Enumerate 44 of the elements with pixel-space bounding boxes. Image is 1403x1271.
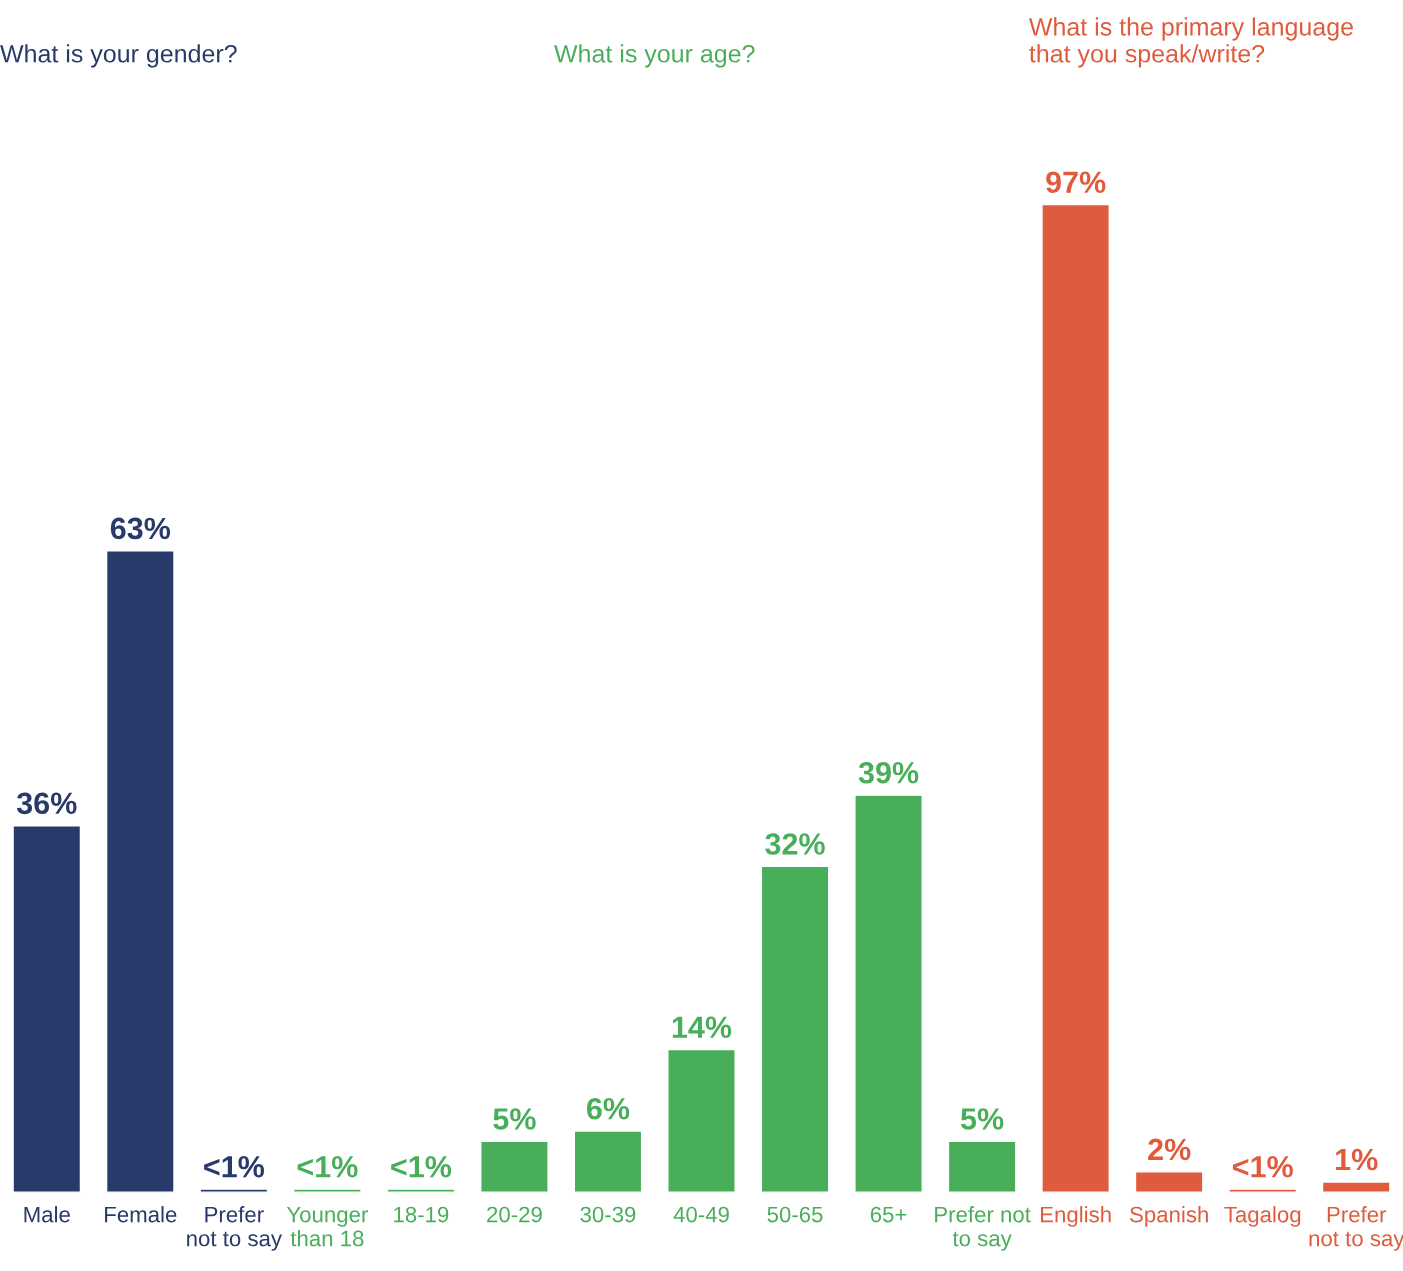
bar <box>760 865 830 1193</box>
chart-title: What is your age? <box>554 44 755 68</box>
bar <box>1321 1181 1391 1193</box>
bar <box>480 1140 549 1193</box>
data-label: 32% <box>765 833 825 855</box>
x-tick-label: 20-29 <box>487 1206 542 1223</box>
data-label: <1% <box>204 1155 265 1178</box>
x-tick-label: Prefer not to say <box>187 1206 282 1251</box>
data-label: <1% <box>391 1155 452 1178</box>
bar <box>667 1048 736 1193</box>
data-label: 14% <box>672 1016 732 1039</box>
x-tick-label: Spanish <box>1130 1206 1208 1227</box>
data-label: 5% <box>960 1108 1004 1130</box>
x-tick-label: 50-65 <box>767 1206 823 1223</box>
chart-title: What is your gender? <box>0 44 237 68</box>
bar <box>1041 203 1111 1193</box>
x-tick-label: Prefer not to say <box>935 1206 1031 1251</box>
bar <box>1134 1171 1204 1193</box>
x-tick-label: 65+ <box>870 1206 907 1223</box>
data-label: <1% <box>1232 1155 1293 1178</box>
x-tick-label: Female <box>105 1206 177 1223</box>
bar <box>1228 1188 1298 1193</box>
x-tick-label: English <box>1041 1206 1111 1227</box>
data-label: <1% <box>297 1155 358 1178</box>
bar <box>292 1188 362 1193</box>
bar <box>386 1188 456 1193</box>
data-label: 2% <box>1148 1138 1191 1161</box>
x-tick-label: 40-49 <box>673 1206 729 1223</box>
bar <box>573 1130 643 1193</box>
bar <box>947 1140 1017 1193</box>
x-tick-label: Male <box>24 1206 70 1223</box>
data-label: 6% <box>587 1097 630 1120</box>
x-tick-label: Tagalog <box>1224 1206 1301 1227</box>
bar <box>854 794 923 1193</box>
data-label: 36% <box>16 792 77 815</box>
x-tick-label: 18-19 <box>394 1206 449 1223</box>
data-label: 39% <box>858 761 919 784</box>
data-label: 5% <box>493 1108 536 1130</box>
data-label: 97% <box>1046 171 1106 194</box>
data-label: 1% <box>1336 1148 1378 1171</box>
x-tick-label: 30-39 <box>580 1206 636 1223</box>
x-tick-label: Younger than 18 <box>286 1206 368 1247</box>
chart-title: What is the primary language that you speak/write? <box>1028 17 1353 68</box>
data-label: 63% <box>110 517 171 540</box>
